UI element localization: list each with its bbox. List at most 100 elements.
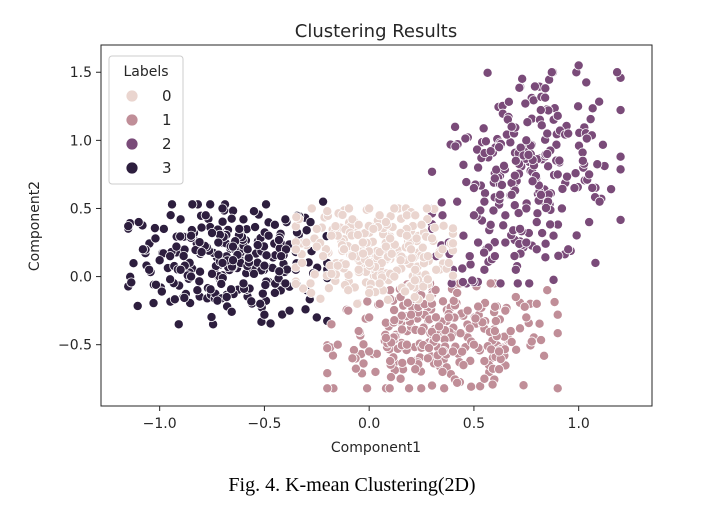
data-point xyxy=(352,229,363,240)
data-point xyxy=(175,264,186,275)
data-point xyxy=(422,251,433,262)
data-point xyxy=(418,281,429,292)
data-point xyxy=(587,103,598,114)
data-point xyxy=(548,274,559,285)
data-point xyxy=(144,264,155,275)
data-point xyxy=(196,222,207,233)
data-point xyxy=(227,241,238,252)
data-point xyxy=(487,379,498,390)
data-point xyxy=(364,346,375,357)
data-point xyxy=(362,383,373,394)
data-point xyxy=(500,305,511,316)
data-point xyxy=(478,123,489,134)
data-point xyxy=(437,366,448,377)
data-point xyxy=(330,221,341,232)
data-point xyxy=(382,294,393,305)
data-point xyxy=(465,259,476,270)
data-point xyxy=(540,83,551,94)
data-point xyxy=(460,133,471,144)
data-point xyxy=(395,255,406,266)
data-point xyxy=(506,121,517,132)
data-point xyxy=(221,292,232,303)
data-point xyxy=(553,250,564,261)
data-point xyxy=(510,264,521,275)
data-point xyxy=(385,372,396,383)
data-point xyxy=(573,101,584,112)
data-point xyxy=(389,271,400,282)
data-point xyxy=(485,146,496,157)
data-point xyxy=(535,105,546,116)
data-point xyxy=(358,339,369,350)
data-point xyxy=(437,244,448,255)
data-point xyxy=(513,208,524,219)
data-point xyxy=(353,326,364,337)
data-point xyxy=(207,268,218,279)
data-point xyxy=(380,332,391,343)
data-point xyxy=(311,312,322,323)
data-point xyxy=(205,199,216,210)
data-point xyxy=(261,250,272,261)
y-tick-label: 0.0 xyxy=(70,270,92,286)
data-point xyxy=(584,169,595,180)
data-point xyxy=(447,270,458,281)
data-point xyxy=(173,319,184,330)
data-point xyxy=(300,304,311,315)
series-3 xyxy=(123,196,333,330)
series-1 xyxy=(322,278,563,394)
data-point xyxy=(467,275,478,286)
data-point xyxy=(280,278,291,289)
data-point xyxy=(470,313,481,324)
data-point xyxy=(350,363,361,374)
data-point xyxy=(194,237,205,248)
data-point xyxy=(238,278,249,289)
data-point xyxy=(542,148,553,159)
x-axis: −1.0 −0.5 0.0 0.5 1.0 xyxy=(143,406,590,432)
data-point xyxy=(401,210,412,221)
data-point xyxy=(447,223,458,234)
data-point xyxy=(410,264,421,275)
data-point xyxy=(594,96,605,107)
data-point xyxy=(466,381,477,392)
legend-marker xyxy=(125,161,139,175)
data-point xyxy=(423,343,434,354)
data-point xyxy=(479,196,490,207)
data-point xyxy=(587,182,598,193)
data-point xyxy=(259,309,270,320)
data-point xyxy=(540,238,551,249)
series-0 xyxy=(290,203,458,309)
data-point xyxy=(606,184,617,195)
data-point xyxy=(297,257,308,268)
data-point xyxy=(178,251,189,262)
data-point xyxy=(248,206,259,217)
data-point xyxy=(447,238,458,249)
data-point xyxy=(343,285,354,296)
data-point xyxy=(217,257,228,268)
data-point xyxy=(301,225,312,236)
data-point xyxy=(505,326,516,337)
data-point xyxy=(192,285,203,296)
data-point xyxy=(464,323,475,334)
data-point xyxy=(521,203,532,214)
data-point xyxy=(252,240,263,251)
data-point xyxy=(557,183,568,194)
data-point xyxy=(243,252,254,263)
data-point xyxy=(488,205,499,216)
data-point xyxy=(551,139,562,150)
data-point xyxy=(577,155,588,166)
data-point xyxy=(458,230,469,241)
data-point xyxy=(443,257,454,268)
data-point xyxy=(500,210,511,221)
data-point xyxy=(529,81,540,92)
data-point xyxy=(397,324,408,335)
data-point xyxy=(489,237,500,248)
data-point xyxy=(615,214,626,225)
data-point xyxy=(323,283,334,294)
data-point xyxy=(402,297,413,308)
data-point xyxy=(389,305,400,316)
data-point xyxy=(452,377,463,388)
data-point xyxy=(548,230,559,241)
chart-title: Clustering Results xyxy=(295,21,457,42)
data-point xyxy=(404,383,415,394)
data-point xyxy=(429,222,440,233)
data-point xyxy=(358,248,369,259)
